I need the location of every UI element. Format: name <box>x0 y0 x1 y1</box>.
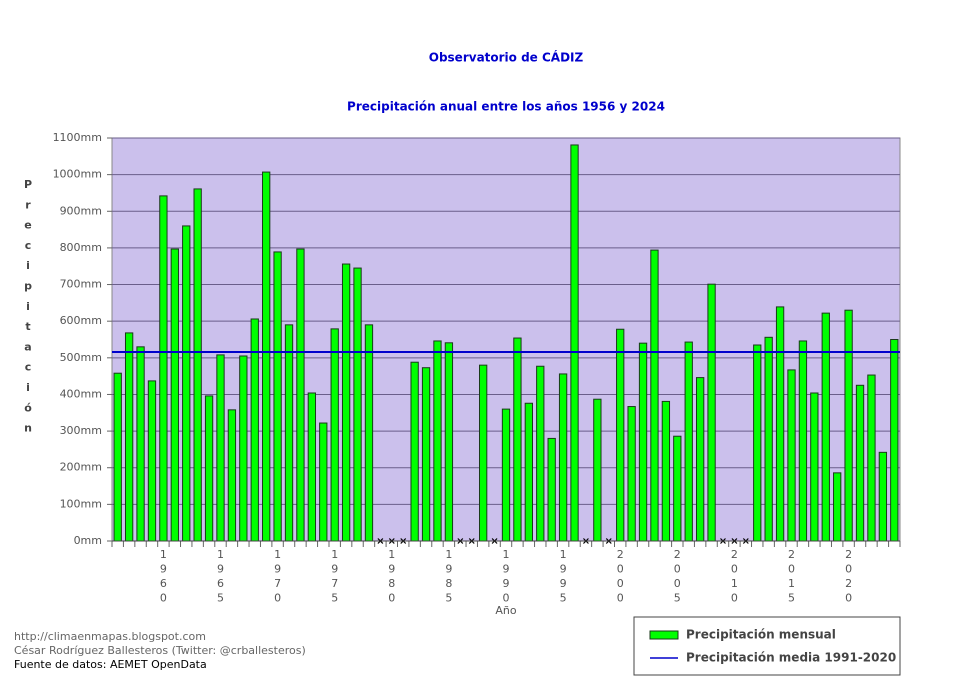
footer-line: César Rodríguez Ballesteros (Twitter: @c… <box>14 644 306 657</box>
bar <box>513 337 522 542</box>
bar <box>570 144 579 542</box>
bar <box>536 365 545 542</box>
bar <box>113 372 122 542</box>
bar <box>855 384 865 542</box>
bar <box>147 380 157 542</box>
bar <box>410 361 419 542</box>
bar <box>524 402 533 542</box>
bar <box>296 248 305 542</box>
bar <box>433 340 442 542</box>
chart-subtitle: Precipitación anual entre los años 1956 … <box>347 100 665 114</box>
footer-line: http://climaenmapas.blogspot.com <box>14 630 206 643</box>
bar <box>673 435 682 542</box>
chart-title: Observatorio de CÁDIZ <box>429 50 584 65</box>
y-tick-label: 600mm <box>60 314 102 327</box>
bar <box>341 263 351 542</box>
bar <box>124 332 134 542</box>
bar <box>421 367 431 542</box>
y-tick-label: 800mm <box>60 241 102 254</box>
bar <box>707 283 716 542</box>
bar <box>638 342 648 542</box>
bar <box>661 400 671 542</box>
bar <box>501 408 511 542</box>
legend-label: Precipitación media 1991-2020 <box>686 651 896 665</box>
footer-line: Fuente de datos: AEMET OpenData <box>14 658 207 671</box>
bar <box>650 249 659 542</box>
bar <box>798 340 808 542</box>
bar <box>170 248 179 542</box>
bar <box>444 342 454 542</box>
y-tick-label: 200mm <box>60 461 102 474</box>
legend-box <box>633 616 901 676</box>
y-tick-label: 100mm <box>60 497 102 510</box>
legend-label: Precipitación mensual <box>686 628 836 642</box>
y-tick-label: 0mm <box>74 534 102 547</box>
bar <box>558 373 568 542</box>
bar <box>878 451 888 542</box>
bar <box>775 306 785 542</box>
bar <box>684 341 693 542</box>
bar <box>364 324 374 542</box>
y-tick-label: 500mm <box>60 351 102 364</box>
bar <box>136 346 145 542</box>
bar <box>787 369 796 542</box>
bar <box>239 355 248 542</box>
bar <box>695 377 705 542</box>
bar <box>867 374 876 542</box>
bar <box>273 251 282 542</box>
y-tick-label: 1100mm <box>53 131 102 144</box>
bar <box>262 171 271 542</box>
y-tick-label: 1000mm <box>53 168 102 181</box>
y-tick-label: 900mm <box>60 204 102 217</box>
bar <box>319 422 328 542</box>
bar <box>627 406 636 542</box>
bar <box>844 309 853 542</box>
y-tick-label: 300mm <box>60 424 102 437</box>
bar <box>547 437 556 542</box>
bar <box>821 312 830 542</box>
bar <box>227 409 237 542</box>
bar <box>307 392 317 542</box>
bar <box>330 328 339 542</box>
bar <box>753 344 762 542</box>
bar <box>159 195 168 542</box>
bar <box>890 339 899 542</box>
y-tick-label: 400mm <box>60 387 102 400</box>
x-axis-label: Año <box>495 604 516 617</box>
bar <box>810 392 819 542</box>
bar <box>284 324 294 542</box>
bar <box>479 364 488 542</box>
bar <box>616 328 625 542</box>
bar <box>593 398 602 542</box>
legend-swatch <box>649 630 679 640</box>
bar <box>833 472 842 542</box>
bar <box>353 267 362 542</box>
y-tick-label: 700mm <box>60 278 102 291</box>
bar <box>193 188 202 542</box>
bar <box>764 336 773 542</box>
bar <box>204 395 214 542</box>
bar <box>182 225 191 542</box>
bar <box>216 354 225 542</box>
